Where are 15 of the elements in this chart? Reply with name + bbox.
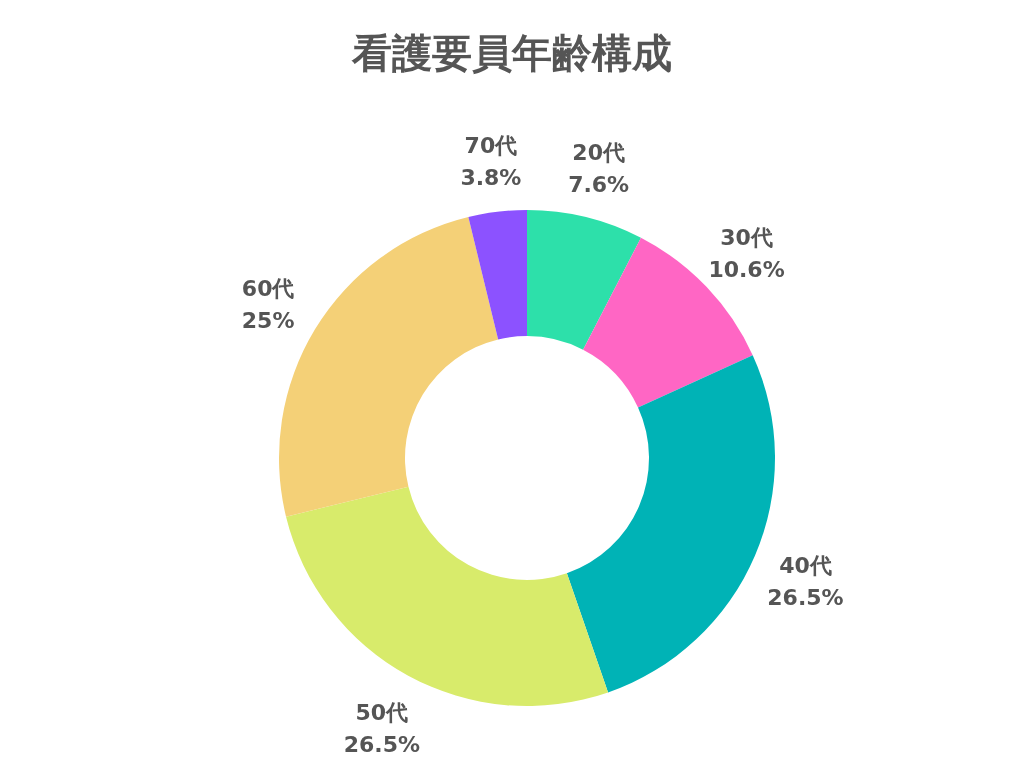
slice-label: 60代 — [241, 276, 295, 302]
donut-slice — [527, 210, 641, 350]
slice-label: 30代 — [720, 225, 773, 251]
slice-label: 20代 — [572, 139, 625, 165]
slice-label: 40代 — [779, 553, 832, 579]
data-label: 25% — [241, 308, 295, 334]
data-label: 26.5% — [343, 731, 421, 757]
data-label: 26.5% — [767, 585, 844, 611]
data-label: 7.6% — [568, 171, 630, 197]
slice-label: 70代 — [464, 133, 518, 159]
donut-slice — [468, 210, 527, 340]
chart-title: 看護要員年齢構成 — [350, 29, 673, 78]
slice-label: 50代 — [355, 699, 409, 725]
data-label: 10.6% — [708, 257, 785, 283]
data-label: 3.8% — [460, 165, 522, 191]
